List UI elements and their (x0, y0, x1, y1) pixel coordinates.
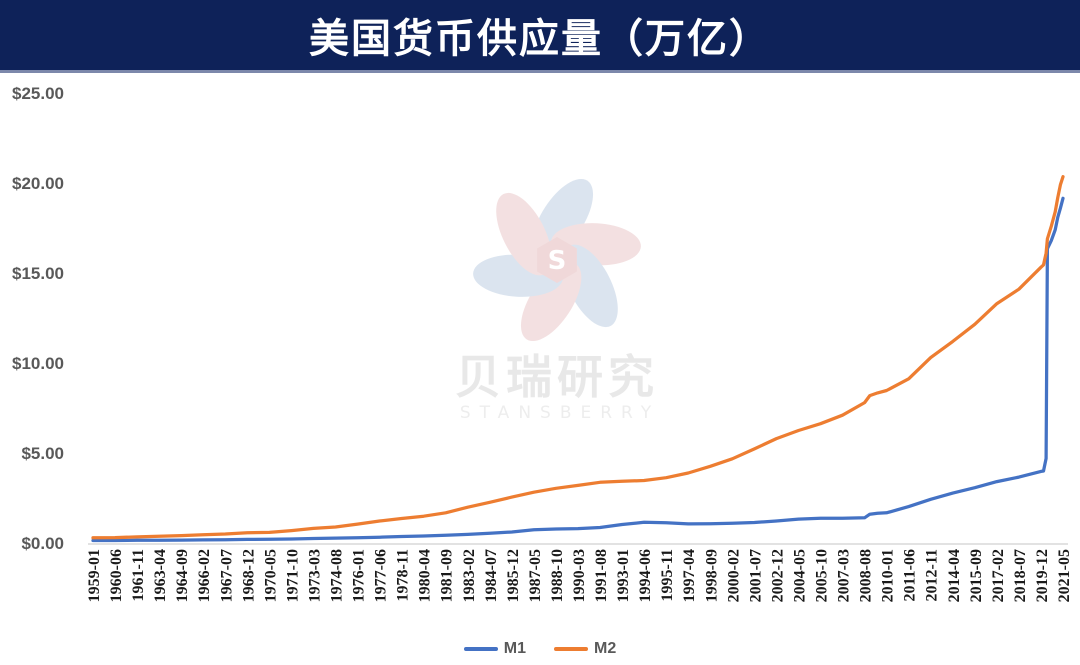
x-tick-label: 1966-02 (196, 549, 213, 602)
x-tick-label: 2008-08 (858, 549, 875, 602)
x-tick-label: 1997-04 (681, 549, 698, 602)
x-tick-label: 1981-09 (439, 549, 456, 602)
x-tick-label: 2017-02 (990, 549, 1007, 602)
x-tick-label: 2010-01 (880, 549, 897, 602)
m1-line (91, 196, 1065, 543)
x-tick-label: 1967-07 (218, 549, 235, 602)
x-tick-label: 2000-02 (725, 549, 742, 602)
x-tick-label: 1993-01 (615, 549, 632, 602)
x-tick-label: 1964-09 (174, 549, 191, 602)
m2-line-swatch-icon (554, 647, 588, 651)
watermark-en-text: STANSBERRY (460, 403, 660, 423)
x-tick-label: 2014-04 (946, 549, 963, 602)
x-tick-label: 1983-02 (461, 549, 478, 602)
x-tick-label: 2004-05 (791, 549, 808, 602)
x-tick-label: 1987-05 (527, 549, 544, 602)
x-tick-label: 1985-12 (505, 549, 522, 602)
x-tick-label: 2001-07 (747, 549, 764, 602)
x-tick-label: 2011-06 (902, 549, 919, 601)
x-tick-label: 2019-12 (1034, 549, 1051, 602)
legend-item-m1: M1 (463, 640, 526, 658)
series-lines (91, 175, 1065, 543)
watermark-cn-text: 贝瑞研究 (455, 350, 659, 404)
x-tick-label: 1978-11 (395, 549, 412, 601)
stansberry-flower-logo-icon: S (473, 178, 641, 342)
x-tick-label: 1971-10 (284, 549, 301, 602)
chart-title: 美国货币供应量（万亿） (309, 16, 771, 61)
x-tick-label: 1973-03 (306, 549, 323, 602)
x-tick-label: 2005-10 (814, 549, 831, 602)
m1-line-swatch-icon (463, 647, 498, 651)
y-tick-label: $5.00 (21, 444, 64, 463)
x-tick-label: 1988-10 (549, 549, 566, 602)
x-tick-label: 2002-12 (769, 549, 786, 602)
x-tick-label: 1968-12 (240, 549, 257, 602)
x-tick-label: 1994-06 (637, 549, 654, 602)
x-tick-label: 1963-04 (152, 549, 169, 602)
x-tick-label: 1984-07 (483, 549, 500, 602)
x-tick-label: 2021-05 (1056, 549, 1073, 602)
hexagon-logo-icon (537, 237, 577, 283)
stansberry-watermark: S 贝瑞研究 STANSBERRY (455, 178, 660, 423)
axes: $25.00 $20.00 $15.00 $10.00 $5.00 $0.00 1959-0… (12, 84, 1073, 602)
x-tick-label: 1970-05 (262, 549, 279, 602)
x-tick-label: 1977-06 (373, 549, 390, 602)
x-tick-label: 2012-11 (924, 549, 941, 601)
x-tick-label: 1990-03 (571, 549, 588, 602)
x-tick-label: 1980-04 (417, 549, 434, 602)
y-tick-label: $0.00 (21, 534, 64, 553)
x-tick-label: 1976-01 (351, 549, 368, 602)
x-tick-label: 1991-08 (593, 549, 610, 602)
x-tick-label: 1961-11 (130, 549, 147, 601)
y-tick-label: $10.00 (12, 354, 64, 373)
logo-letter: S (548, 246, 567, 276)
x-tick-label: 1995-11 (659, 549, 676, 601)
chart-title-bar: 美国货币供应量（万亿） (0, 0, 1080, 73)
x-tick-label: 1960-06 (108, 549, 125, 602)
legend-label: M1 (503, 640, 526, 657)
x-tick-label: 2007-03 (836, 549, 853, 602)
m2-line (91, 175, 1065, 540)
legend: M1 M2 (0, 638, 1080, 660)
x-tick-label: 1959-01 (86, 549, 103, 602)
legend-item-m2: M2 (554, 640, 616, 658)
x-tick-label: 1974-08 (329, 549, 346, 602)
y-tick-label: $25.00 (12, 84, 64, 103)
x-tick-label: 2015-09 (968, 549, 985, 602)
x-tick-label: 2018-07 (1012, 549, 1029, 602)
legend-label: M2 (594, 640, 617, 657)
y-tick-label: $20.00 (12, 174, 64, 193)
y-tick-label: $15.00 (12, 264, 64, 283)
x-tick-label: 1998-09 (703, 549, 720, 602)
